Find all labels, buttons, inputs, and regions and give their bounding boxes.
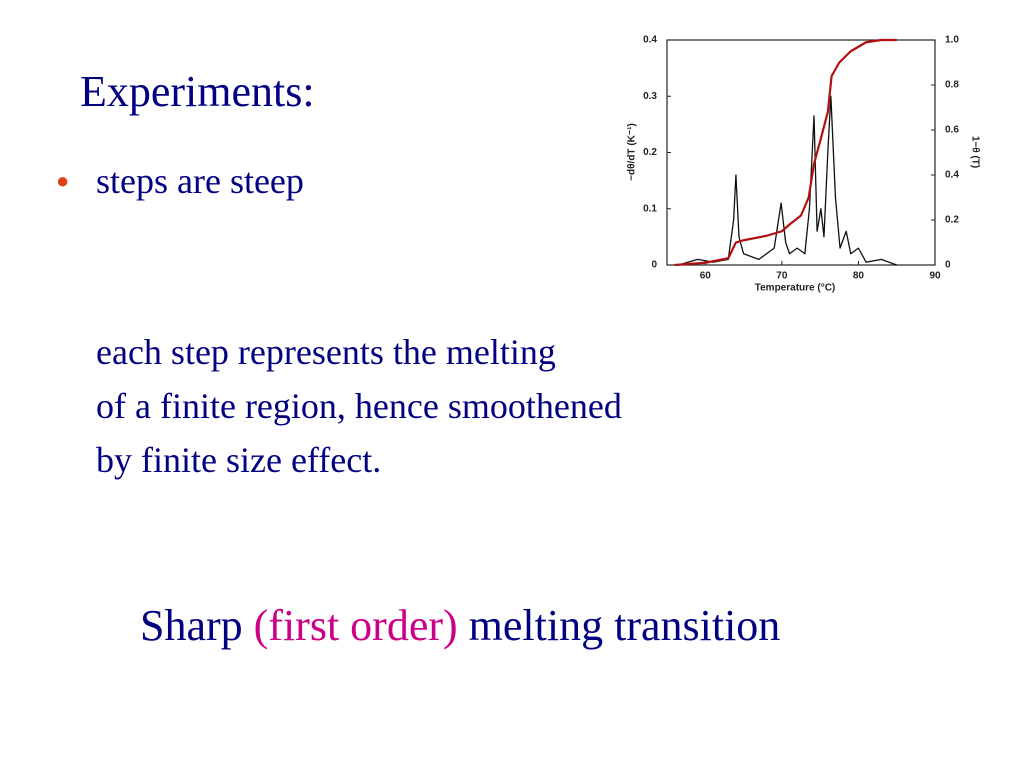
- y2-tick-label: 0.8: [945, 80, 959, 91]
- y-tick-label: 0.4: [643, 35, 657, 46]
- y2-tick-label: 0.6: [945, 125, 959, 136]
- y2-tick-label: 0: [945, 260, 951, 271]
- y-tick-label: 0.1: [643, 203, 657, 214]
- bullet-text: steps are steep: [96, 161, 304, 201]
- y-axis-title: −dθ/dT (K⁻¹): [627, 123, 638, 181]
- paragraph-line: by finite size effect.: [96, 440, 382, 480]
- y2-tick-label: 1.0: [945, 35, 959, 46]
- y-tick-label: 0.2: [643, 147, 657, 158]
- paragraph-line: of a finite region, hence smoothened: [96, 386, 622, 426]
- x-tick-label: 60: [700, 271, 712, 282]
- y2-axis-title: 1−θ (T): [969, 136, 980, 168]
- conclusion-highlight: (first order): [253, 601, 458, 650]
- conclusion: Sharp (first order) melting transition: [140, 600, 780, 651]
- x-axis-title: Temperature (°C): [755, 283, 836, 294]
- conclusion-text: melting transition: [468, 601, 781, 650]
- plot-frame: [666, 39, 936, 266]
- data-line: [682, 95, 897, 266]
- x-tick-label: 90: [929, 271, 941, 282]
- y-tick-label: 0.3: [643, 91, 657, 102]
- paragraph: each step represents the melting of a fi…: [96, 325, 622, 487]
- paragraph-line: each step represents the melting: [96, 332, 556, 372]
- bullet-dot: ●: [56, 168, 70, 193]
- y-tick-label: 0: [651, 260, 657, 271]
- conclusion-text: Sharp: [140, 601, 243, 650]
- y2-tick-label: 0.4: [945, 170, 959, 181]
- y2-tick-label: 0.2: [945, 215, 959, 226]
- x-tick-label: 80: [853, 271, 865, 282]
- slide-title: Experiments:: [80, 67, 315, 116]
- x-tick-label: 70: [776, 271, 788, 282]
- data-line: [674, 38, 897, 267]
